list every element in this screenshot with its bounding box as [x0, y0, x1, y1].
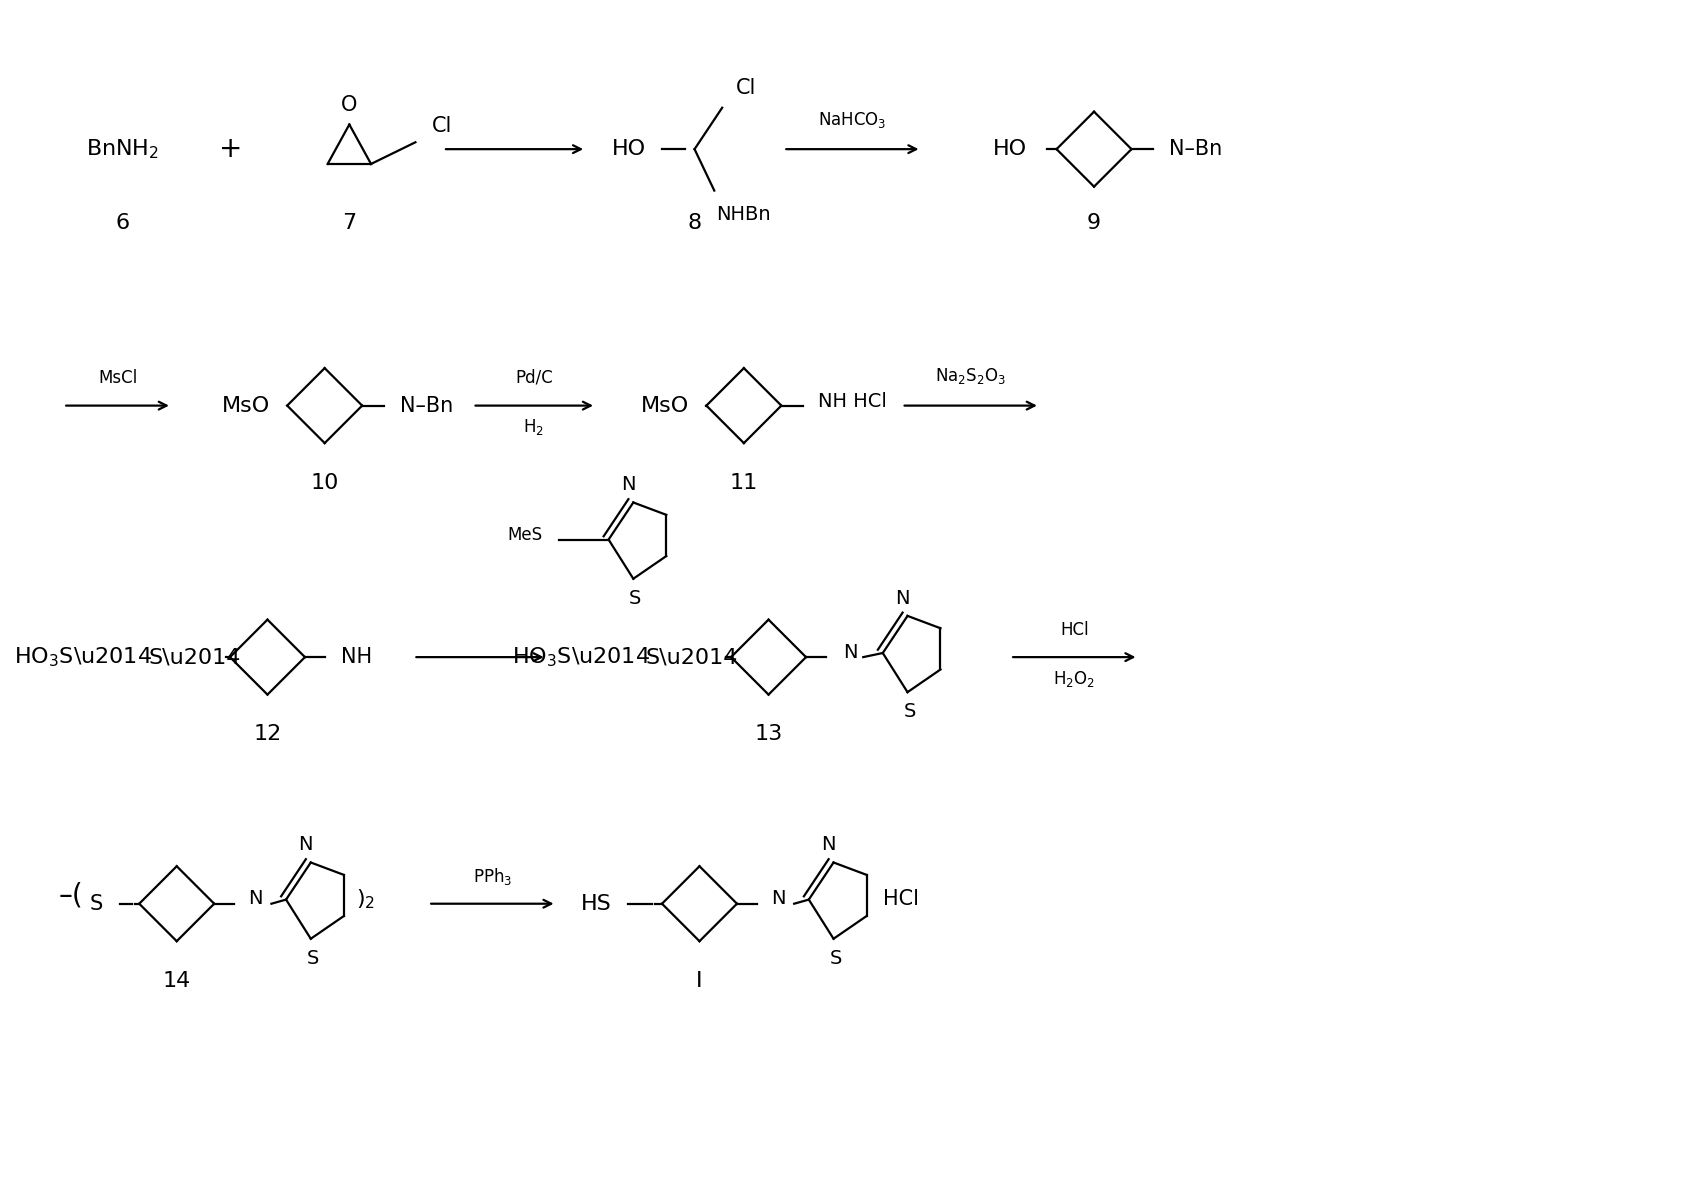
- Text: I: I: [696, 971, 703, 991]
- Text: NaHCO$_3$: NaHCO$_3$: [817, 109, 887, 129]
- Text: 12: 12: [253, 723, 282, 744]
- Text: MsO: MsO: [640, 396, 689, 416]
- Text: –(: –(: [59, 881, 83, 910]
- Text: 13: 13: [753, 723, 782, 744]
- Text: N: N: [299, 835, 312, 854]
- Text: NH: NH: [341, 647, 372, 668]
- Text: N–Bn: N–Bn: [399, 396, 453, 416]
- Text: HCl: HCl: [1059, 620, 1088, 638]
- Text: Cl: Cl: [432, 116, 453, 137]
- Text: 8: 8: [687, 213, 701, 233]
- Text: MeS: MeS: [507, 525, 542, 544]
- Text: 7: 7: [343, 213, 356, 233]
- Text: HO: HO: [611, 139, 645, 159]
- Text: N: N: [821, 835, 836, 854]
- Text: H$_2$: H$_2$: [524, 417, 544, 437]
- Text: Na$_2$S$_2$O$_3$: Na$_2$S$_2$O$_3$: [934, 366, 1005, 386]
- Text: O: O: [341, 95, 358, 115]
- Text: 10: 10: [311, 473, 339, 493]
- Text: N: N: [248, 890, 263, 909]
- Text: Pd/C: Pd/C: [515, 369, 552, 387]
- Text: 14: 14: [162, 971, 191, 991]
- Text: N–Bn: N–Bn: [1169, 139, 1221, 159]
- Text: NH HCl: NH HCl: [817, 392, 887, 411]
- Text: HCl: HCl: [883, 889, 919, 909]
- Text: NHBn: NHBn: [716, 204, 770, 223]
- Text: Cl: Cl: [735, 78, 755, 97]
- Text: HO$_3$S\u2014: HO$_3$S\u2014: [14, 645, 152, 669]
- Text: S: S: [829, 949, 841, 968]
- Text: )$_2$: )$_2$: [356, 887, 375, 910]
- Text: N: N: [895, 588, 909, 607]
- Text: HO$_3$S\u2014: HO$_3$S\u2014: [512, 645, 650, 669]
- Text: S: S: [306, 949, 319, 968]
- Text: BnNH$_2$: BnNH$_2$: [86, 138, 159, 160]
- Text: 6: 6: [115, 213, 130, 233]
- Text: 11: 11: [730, 473, 758, 493]
- Text: HS: HS: [581, 893, 611, 914]
- Text: S: S: [902, 702, 915, 721]
- Text: S\u2014: S\u2014: [149, 647, 240, 668]
- Text: S: S: [628, 589, 642, 608]
- Text: HO: HO: [993, 139, 1027, 159]
- Text: H$_2$O$_2$: H$_2$O$_2$: [1052, 669, 1094, 689]
- Text: S: S: [90, 893, 103, 914]
- Text: PPh$_3$: PPh$_3$: [473, 866, 512, 886]
- Text: MsO: MsO: [221, 396, 270, 416]
- Text: N: N: [770, 890, 785, 909]
- Text: 9: 9: [1086, 213, 1101, 233]
- Text: N: N: [843, 643, 856, 662]
- Text: +: +: [220, 135, 243, 163]
- Text: MsCl: MsCl: [98, 369, 137, 387]
- Text: S\u2014: S\u2014: [645, 647, 738, 668]
- Text: N: N: [622, 475, 635, 494]
